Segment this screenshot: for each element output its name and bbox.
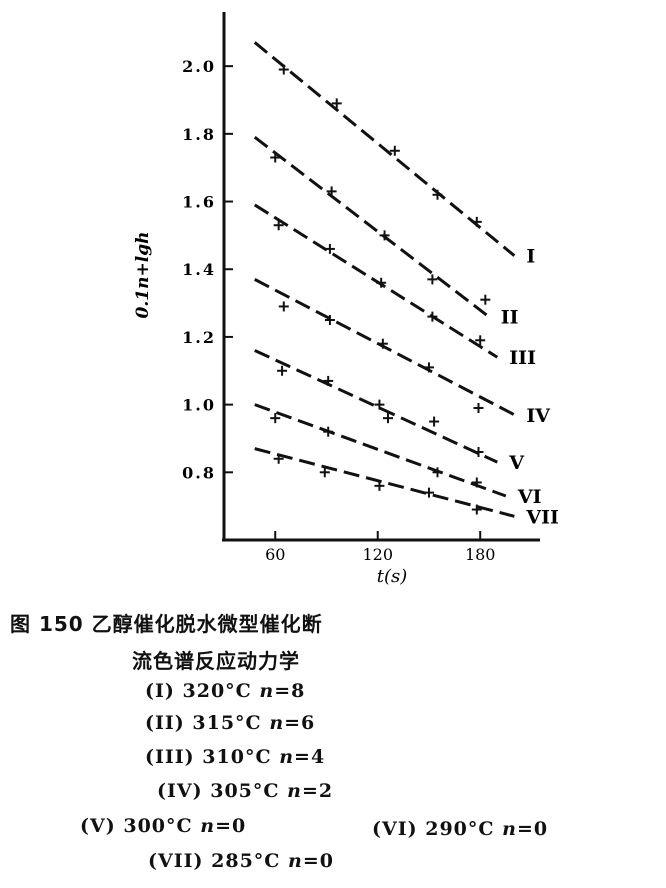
data-point-II	[480, 294, 491, 305]
series-line-VI	[254, 403, 507, 498]
series-line-IV	[254, 278, 516, 417]
y-tick-label: 1.2	[182, 328, 216, 347]
data-point-IV	[423, 362, 434, 373]
y-tick-label: 1.4	[182, 260, 216, 279]
figure-caption-line2: 流色谱反应动力学	[132, 649, 300, 673]
data-point-IV	[377, 338, 388, 349]
data-point-VII	[319, 467, 330, 478]
series-label-IV: IV	[526, 405, 551, 427]
x-tick-label: 180	[465, 545, 496, 564]
data-point-IV	[473, 403, 484, 413]
y-tick-label: 2.0	[182, 57, 216, 76]
data-point-IV	[324, 315, 335, 325]
series-label-III: III	[509, 347, 536, 369]
data-point-VI	[270, 413, 281, 424]
series-label-VII: VII	[525, 506, 559, 528]
figure-caption-line1: 图 150 乙醇催化脱水微型催化断	[10, 612, 323, 636]
legend-item-V: (V) 300°C n=0	[80, 815, 247, 837]
data-point-I	[389, 145, 400, 156]
y-ticks: 2.0 1.8 1.6 1.4 1.2 1.0 0.8	[182, 57, 233, 482]
x-axis-label: t(s)	[377, 566, 408, 587]
series-line-V	[254, 349, 498, 464]
data-point-VI	[471, 477, 482, 488]
data-point-VI	[432, 467, 443, 478]
legend-item-VII: (VII) 285°C n=0	[148, 850, 335, 872]
data-point-V	[429, 416, 440, 427]
data-point-V	[323, 375, 334, 386]
legend-item-IV: (IV) 305°C n=2	[157, 780, 334, 802]
data-point-III	[376, 277, 387, 288]
data-point-V	[473, 447, 484, 457]
x-tick-label: 60	[265, 545, 285, 564]
y-tick-label: 0.8	[182, 463, 216, 482]
data-point-VII	[471, 504, 482, 515]
data-point-II	[427, 274, 438, 285]
series-label-V: V	[508, 452, 525, 474]
x-ticks: 60 120 180	[265, 531, 495, 564]
data-point-VI	[382, 413, 393, 424]
data-point-III	[475, 335, 486, 346]
data-point-VII	[273, 453, 284, 464]
data-point-I	[331, 98, 342, 109]
data-point-III	[324, 243, 335, 254]
data-point-I	[278, 64, 289, 75]
data-point-IV	[278, 301, 289, 312]
x-tick-label: 120	[362, 545, 393, 564]
series-line-II	[253, 136, 490, 318]
data-point-V	[277, 365, 288, 376]
data-point-VII	[423, 487, 434, 498]
data-point-VI	[323, 426, 334, 437]
data-point-V	[374, 399, 385, 410]
legend-item-II: (II) 315°C n=6	[145, 712, 316, 734]
data-point-II	[270, 152, 281, 163]
legend-item-III: (III) 310°C n=4	[145, 746, 326, 768]
y-tick-label: 1.8	[182, 125, 216, 144]
data-point-II	[326, 186, 337, 197]
data-point-III	[427, 311, 438, 322]
series-line-III	[253, 203, 499, 359]
y-tick-label: 1.0	[182, 396, 216, 415]
series-label-VI: VI	[517, 486, 542, 508]
data-point-III	[273, 220, 284, 231]
legend-item-VI: (VI) 290°C n=0	[372, 818, 549, 840]
legend-item-I: (I) 320°C n=8	[145, 680, 306, 702]
data-point-VII	[374, 480, 385, 491]
series-line-I	[253, 41, 516, 257]
y-axis-label: 0.1n+lgh	[133, 232, 153, 319]
data-point-I	[432, 189, 443, 200]
data-point-I	[471, 216, 482, 227]
series-label-I: I	[526, 246, 535, 268]
y-tick-label: 1.6	[182, 193, 216, 212]
data-point-II	[379, 230, 390, 241]
series-label-II: II	[501, 307, 519, 329]
